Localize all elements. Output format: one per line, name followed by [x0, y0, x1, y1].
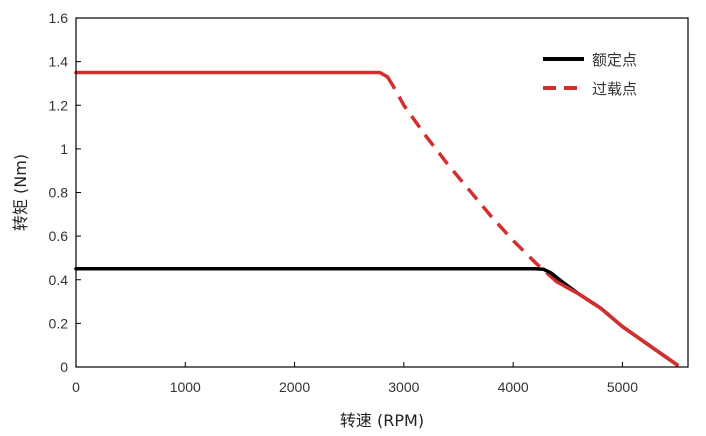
plot-frame — [75, 17, 689, 368]
x-tick-label: 4000 — [498, 379, 529, 395]
x-tick-label: 5000 — [607, 379, 638, 395]
y-axis-ticks: 0 0.2 0.4 0.6 0.8 1 1.2 1.4 1.6 — [49, 10, 81, 375]
x-tick-label: 0 — [72, 379, 80, 395]
y-tick-label: 0.2 — [49, 315, 69, 331]
y-tick-label: 0.4 — [49, 272, 69, 288]
y-tick-label: 0.6 — [49, 228, 69, 244]
y-tick-label: 0.8 — [49, 185, 69, 201]
series-line-overload-solid — [74, 70, 390, 79]
y-tick-label: 1 — [60, 141, 68, 157]
series-group — [74, 70, 679, 367]
x-tick-label: 1000 — [170, 379, 201, 395]
series-line-overload-dashed — [386, 75, 679, 367]
y-tick-label: 1.4 — [49, 54, 69, 70]
y-axis-label: 转矩 (Nm) — [11, 154, 30, 231]
x-axis-label: 转速 (RPM) — [340, 411, 424, 430]
legend-label-overload: 过载点 — [592, 80, 637, 98]
series-line-overload-tail — [555, 280, 679, 367]
y-tick-label: 1.6 — [49, 10, 69, 26]
x-tick-label: 2000 — [279, 379, 310, 395]
y-tick-label: 0 — [60, 359, 68, 375]
y-tick-label: 1.2 — [49, 97, 69, 113]
x-tick-label: 3000 — [388, 379, 419, 395]
x-axis-ticks: 0 1000 2000 3000 4000 5000 — [72, 362, 638, 395]
plot-area: 0 0.2 0.4 0.6 0.8 1 1.2 1.4 1.6 0 1000 2000 3000 400… — [49, 10, 689, 395]
legend: 额定点 过载点 — [543, 51, 637, 98]
legend-label-rated: 额定点 — [592, 51, 637, 69]
